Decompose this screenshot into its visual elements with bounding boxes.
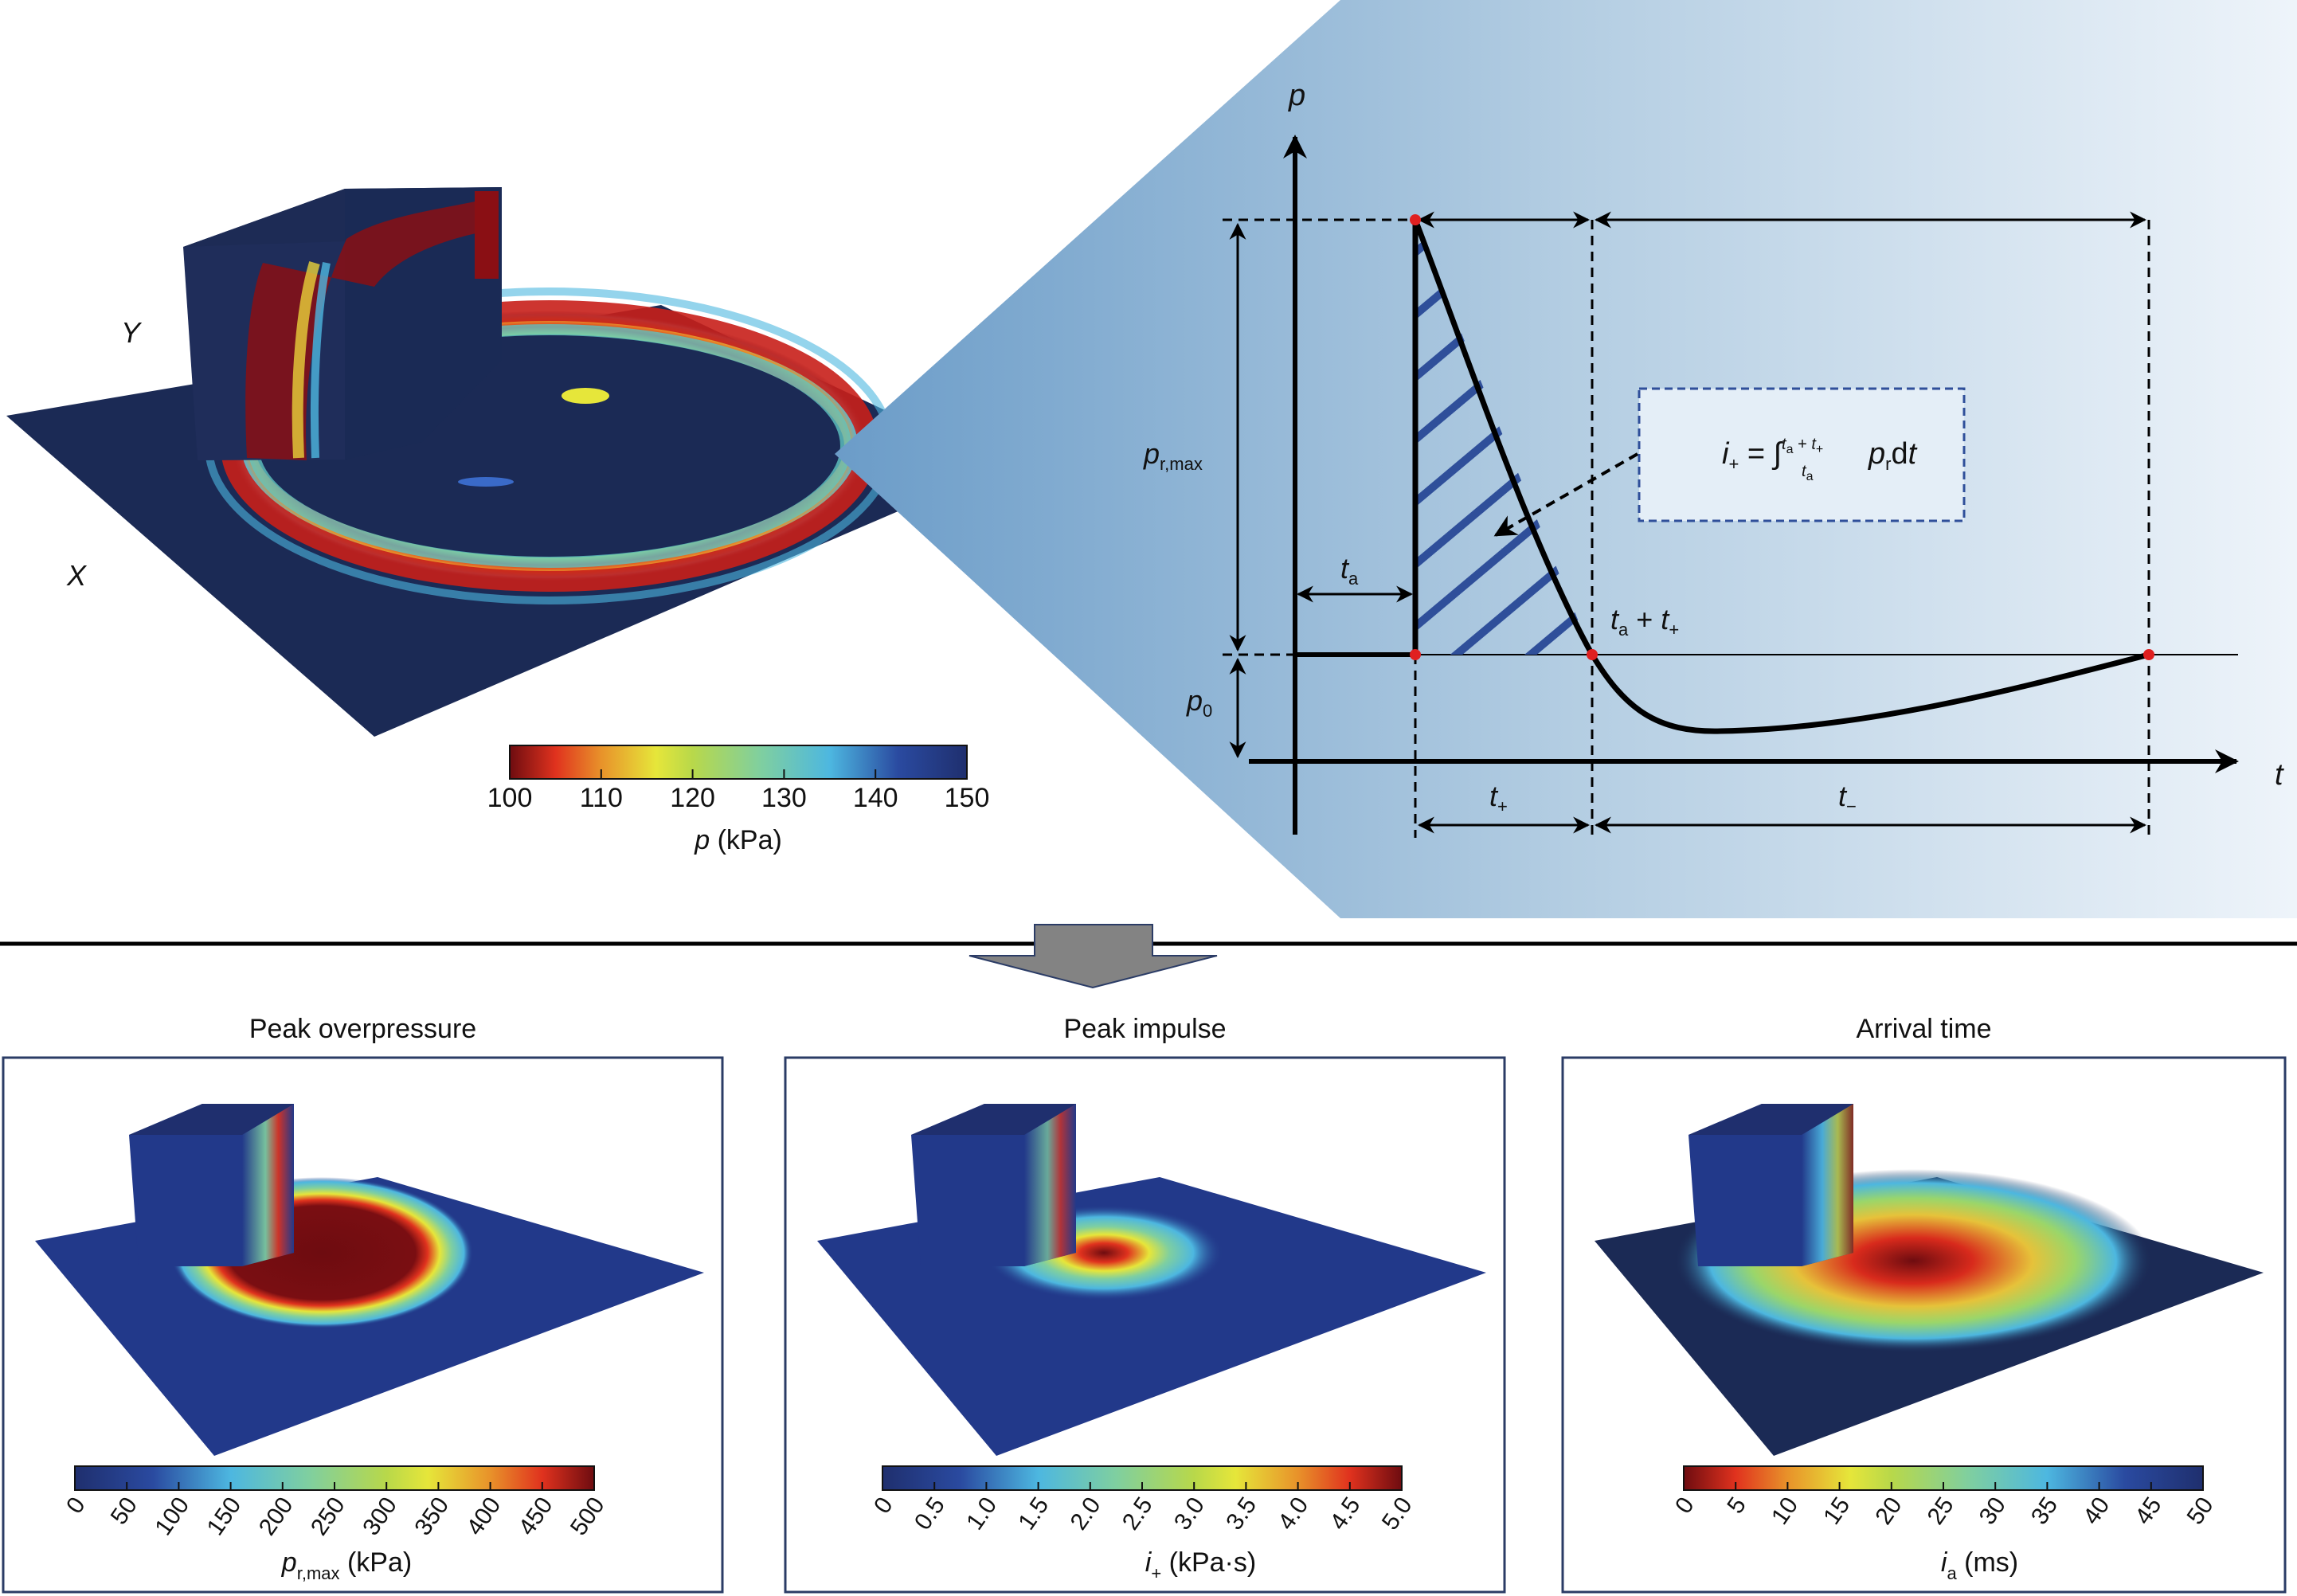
hotspot (562, 388, 609, 404)
building-top (911, 1104, 1076, 1135)
axis-x-label: X (66, 559, 88, 592)
impulse-formula: i+ = ∫ta + t+ (1722, 436, 1823, 474)
down-arrow (968, 924, 1218, 989)
formula-pointer-arrow (1493, 452, 1638, 537)
building-shock-band-edge (292, 260, 320, 459)
label-tminus: t− (1838, 780, 1857, 816)
point-positive-end (1587, 649, 1598, 660)
zoom-panel-background (835, 0, 2297, 918)
colorbar-pressure: 100 110 120 130 140 150 p (kPa) (487, 745, 990, 855)
impulse-formula-integrand: prdt (1868, 437, 1918, 474)
panel-title: Peak impulse (1063, 1014, 1226, 1044)
building-corner-hot (475, 191, 499, 279)
colorbar-tick-label: 150 (945, 783, 990, 813)
colorbar-tick-label: 110 (580, 783, 623, 813)
building-side-face (242, 1104, 294, 1266)
label-tplus: t+ (1489, 780, 1508, 816)
impulse-formula-lower-limit: ta (1802, 463, 1814, 483)
blast-wave-diagram: p t (835, 0, 2297, 918)
point-peak (1410, 214, 1421, 225)
building-side-face (1024, 1104, 1076, 1266)
dimension-arrows (1229, 211, 2147, 834)
panel-title: Arrival time (1856, 1014, 1991, 1044)
positive-impulse-area (1415, 220, 1592, 655)
colorbar-tick-label: 130 (761, 783, 807, 813)
building-side-face (1802, 1104, 1853, 1266)
label-pr-max: pr,max (1143, 437, 1203, 474)
panel-title: Peak overpressure (249, 1014, 476, 1044)
label-p0: p0 (1186, 684, 1212, 721)
building-top (129, 1104, 294, 1135)
key-points (1410, 214, 2154, 660)
axis-y-label: Y (121, 316, 143, 349)
colorbar-tick-label: 120 (670, 783, 715, 813)
building-top (1689, 1104, 1853, 1135)
t-axis-label: t (2275, 758, 2284, 792)
colorbar-label: i+ (kPa·s) (1145, 1547, 1256, 1583)
colorbar-label: p (kPa) (694, 825, 782, 855)
colorbar-label: pr,max (kPa) (281, 1547, 412, 1583)
p-axis-label: p (1288, 79, 1305, 112)
point-negative-end (2143, 649, 2154, 660)
dashed-guides (1223, 218, 2150, 838)
building-shock-band (245, 199, 487, 460)
label-ta: ta (1340, 552, 1359, 589)
colorbar-tick-label: 100 (487, 783, 533, 813)
pressure-field-3d: Y X (6, 187, 1004, 737)
impulse-formula-box (1638, 387, 1966, 522)
pressure-time-curve (1412, 218, 2150, 734)
colorbar-label: ia (ms) (1941, 1547, 2018, 1583)
colorbar-tick-label: 140 (853, 783, 898, 813)
point-arrival (1410, 649, 1421, 660)
hotspot-small (458, 477, 514, 487)
building-shock-band-edge2 (310, 262, 331, 459)
label-ta-plus-tplus: ta + t+ (1610, 603, 1679, 640)
colorbar-gradient (509, 745, 968, 780)
